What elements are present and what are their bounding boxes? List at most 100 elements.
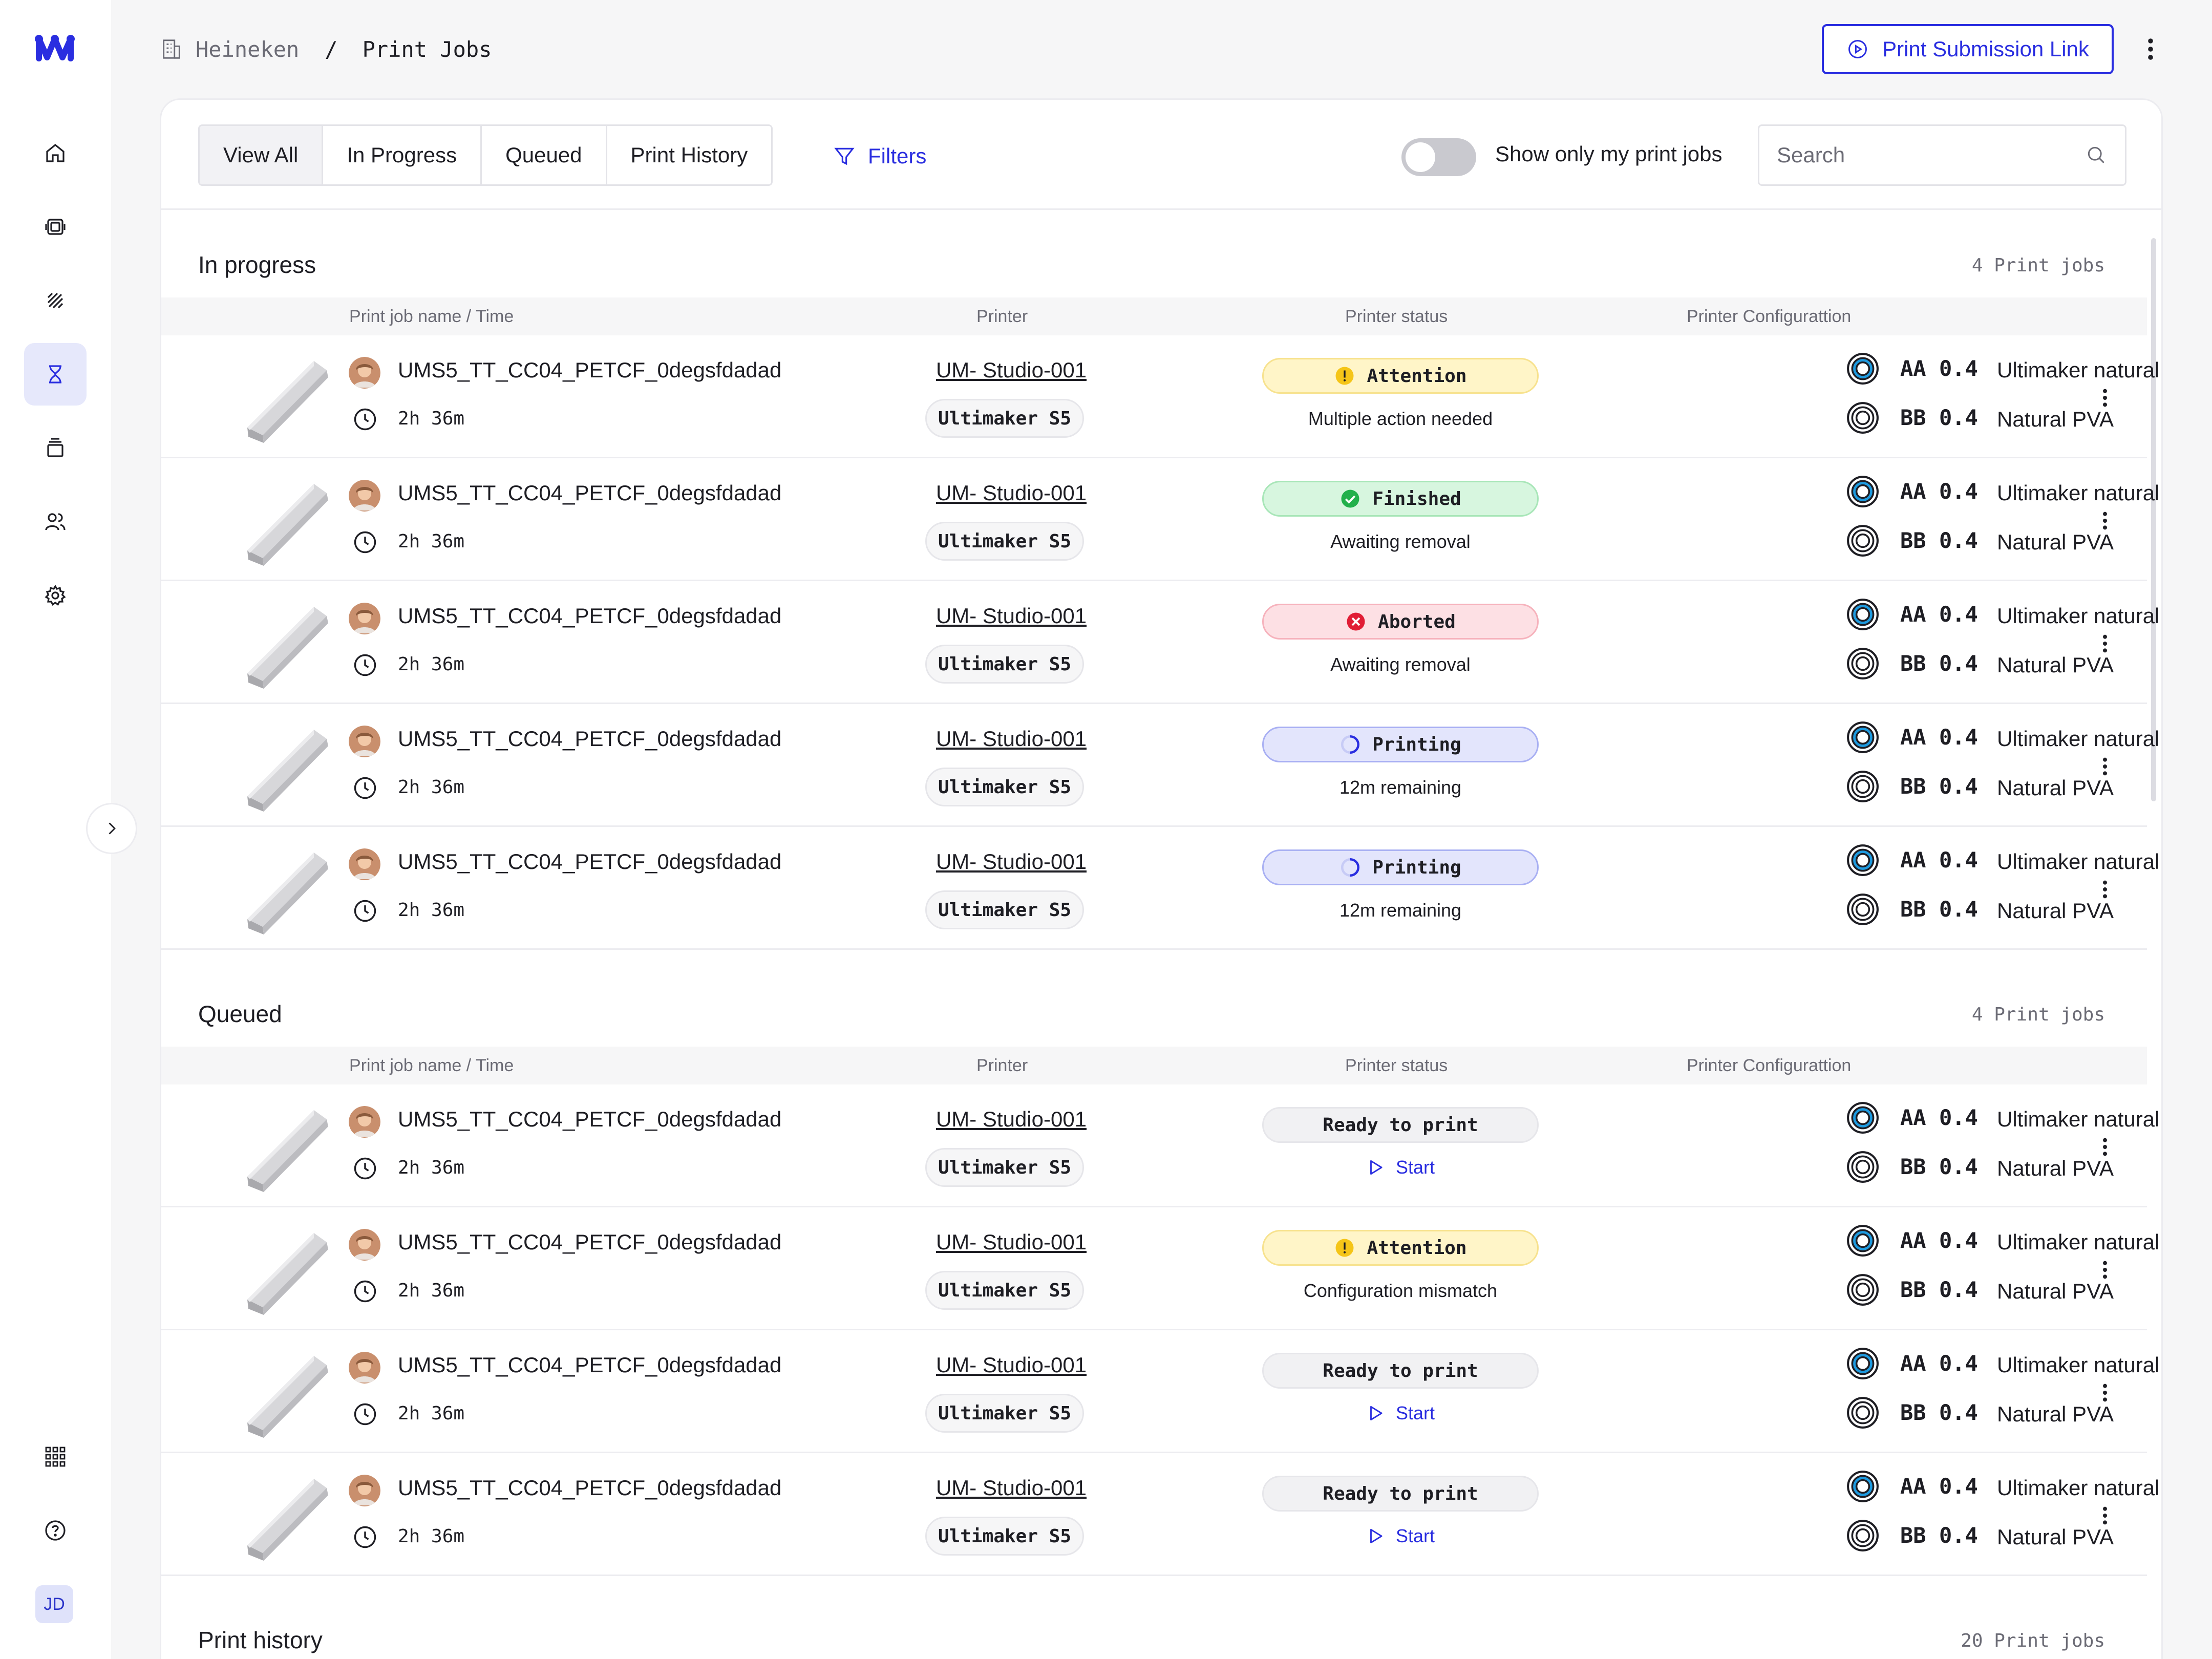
material-name: Natural PVA bbox=[1997, 1402, 2114, 1426]
nozzle-size: 0.4 bbox=[1939, 1351, 1978, 1376]
printer-link[interactable]: UM- Studio-001 bbox=[935, 1353, 1087, 1377]
print-job-row[interactable]: UMS5_TT_CC04_PETCF_0degsfdadad 2h 36m UM- … bbox=[161, 704, 2161, 827]
row-more-button[interactable] bbox=[2095, 507, 2115, 534]
nav-printers[interactable] bbox=[24, 196, 87, 258]
print-job-row[interactable]: UMS5_TT_CC04_PETCF_0degsfdadad 2h 36m UM- … bbox=[161, 1207, 2161, 1330]
user-avatar bbox=[349, 848, 380, 880]
extruder-aa-icon bbox=[1847, 353, 1879, 385]
printer-link[interactable]: UM- Studio-001 bbox=[935, 604, 1087, 628]
printer-link[interactable]: UM- Studio-001 bbox=[935, 358, 1087, 382]
print-job-row[interactable]: UMS5_TT_CC04_PETCF_0degsfdadad 2h 36m UM- … bbox=[161, 1330, 2161, 1453]
nav-settings[interactable] bbox=[24, 564, 87, 627]
row-more-button[interactable] bbox=[2095, 1379, 2115, 1406]
row-more-button[interactable] bbox=[2095, 1257, 2115, 1283]
job-name[interactable]: UMS5_TT_CC04_PETCF_0degsfdadad bbox=[398, 1353, 782, 1377]
job-time: 2h 36m bbox=[398, 1280, 465, 1301]
breadcrumb: Heineken / Print Jobs bbox=[160, 34, 492, 65]
start-button[interactable]: Start bbox=[1262, 1523, 1539, 1549]
print-job-row[interactable]: UMS5_TT_CC04_PETCF_0degsfdadad 2h 36m UM- … bbox=[161, 581, 2161, 704]
extruder-code: BB bbox=[1900, 774, 1926, 799]
printer-link[interactable]: UM- Studio-001 bbox=[935, 849, 1087, 874]
row-more-button[interactable] bbox=[2095, 630, 2115, 657]
start-button[interactable]: Start bbox=[1262, 1400, 1539, 1427]
row-more-button[interactable] bbox=[2095, 385, 2115, 411]
extruder-code: AA bbox=[1900, 725, 1926, 750]
material-name: Ultimaker natural gl... bbox=[1997, 604, 2161, 628]
printer-link[interactable]: UM- Studio-001 bbox=[935, 481, 1087, 505]
user-avatar bbox=[349, 1475, 380, 1506]
print-model-thumbnail bbox=[247, 361, 328, 443]
tab-print-history[interactable]: Print History bbox=[607, 126, 772, 184]
play-icon bbox=[1370, 1160, 1382, 1175]
row-more-button[interactable] bbox=[2095, 753, 2115, 780]
nav-apps[interactable] bbox=[24, 1426, 87, 1488]
nav-help[interactable] bbox=[24, 1499, 87, 1562]
print-job-row[interactable]: UMS5_TT_CC04_PETCF_0degsfdadad 2h 36m UM- … bbox=[161, 335, 2161, 458]
job-name[interactable]: UMS5_TT_CC04_PETCF_0degsfdadad bbox=[398, 849, 782, 874]
printer-link[interactable]: UM- Studio-001 bbox=[935, 1230, 1087, 1254]
chevron-right-icon bbox=[109, 822, 116, 835]
nav-home[interactable] bbox=[24, 122, 87, 184]
extruder-bb-icon bbox=[1847, 1520, 1879, 1551]
status-detail: 12m remaining bbox=[1339, 900, 1462, 921]
my-jobs-toggle[interactable] bbox=[1401, 138, 1476, 176]
job-name[interactable]: UMS5_TT_CC04_PETCF_0degsfdadad bbox=[398, 1476, 782, 1500]
extruder-aa-icon bbox=[1847, 476, 1879, 507]
scrollbar[interactable] bbox=[2151, 238, 2156, 801]
search-input[interactable]: Search bbox=[1758, 124, 2126, 186]
printer-link[interactable]: UM- Studio-001 bbox=[935, 727, 1087, 751]
nav-archive[interactable] bbox=[24, 417, 87, 479]
job-name[interactable]: UMS5_TT_CC04_PETCF_0degsfdadad bbox=[398, 1107, 782, 1131]
status-detail: Awaiting removal bbox=[1330, 531, 1471, 552]
printer-model-badge: Ultimaker S5 bbox=[925, 768, 1084, 806]
extruder-code: BB bbox=[1900, 1277, 1926, 1302]
printer-link[interactable]: UM- Studio-001 bbox=[935, 1476, 1087, 1500]
print-model-thumbnail bbox=[247, 1356, 328, 1438]
printer-link[interactable]: UM- Studio-001 bbox=[935, 1107, 1087, 1131]
material-name: Natural PVA bbox=[1997, 1156, 2114, 1180]
print-job-row[interactable]: UMS5_TT_CC04_PETCF_0degsfdadad 2h 36m UM- … bbox=[161, 1084, 2161, 1207]
nav-print-jobs[interactable] bbox=[24, 343, 87, 406]
nozzle-size: 0.4 bbox=[1939, 651, 1978, 676]
sidebar-expand-button[interactable] bbox=[86, 803, 137, 854]
job-name[interactable]: UMS5_TT_CC04_PETCF_0degsfdadad bbox=[398, 1230, 782, 1254]
job-name[interactable]: UMS5_TT_CC04_PETCF_0degsfdadad bbox=[398, 358, 782, 382]
job-name[interactable]: UMS5_TT_CC04_PETCF_0degsfdadad bbox=[398, 481, 782, 505]
start-label: Start bbox=[1395, 1402, 1435, 1423]
filters-button[interactable]: Filters bbox=[833, 141, 926, 172]
breadcrumb-current: Print Jobs bbox=[362, 36, 492, 62]
row-more-button[interactable] bbox=[2095, 1134, 2115, 1160]
start-button[interactable]: Start bbox=[1262, 1154, 1539, 1181]
progress-spinner-icon bbox=[1341, 735, 1360, 754]
more-vertical-icon bbox=[2103, 1261, 2107, 1279]
row-more-button[interactable] bbox=[2095, 1502, 2115, 1529]
header-more-button[interactable] bbox=[2140, 36, 2161, 62]
print-jobs-card: View All In Progress Queued Print Histor… bbox=[160, 98, 2163, 1659]
archive-icon bbox=[47, 438, 63, 457]
user-avatar[interactable]: JD bbox=[35, 1585, 73, 1623]
job-time: 2h 36m bbox=[398, 1526, 465, 1547]
ultimaker-logo[interactable] bbox=[34, 34, 76, 62]
print-model-thumbnail bbox=[247, 484, 328, 566]
extruder-aa-icon bbox=[1847, 599, 1879, 630]
print-submission-link-button[interactable]: Print Submission Link bbox=[1822, 24, 2114, 74]
nav-users[interactable] bbox=[24, 491, 87, 553]
row-more-button[interactable] bbox=[2095, 876, 2115, 903]
breadcrumb-org[interactable]: Heineken bbox=[196, 36, 300, 62]
tab-in-progress[interactable]: In Progress bbox=[323, 126, 482, 184]
tab-view-all[interactable]: View All bbox=[200, 126, 324, 184]
nav-materials[interactable] bbox=[24, 269, 87, 332]
toolbar: View All In Progress Queued Print Histor… bbox=[161, 100, 2161, 210]
extruder-bb-icon bbox=[1847, 894, 1879, 925]
status-badge: Ready to print bbox=[1262, 1107, 1539, 1143]
my-jobs-toggle-label: Show only my print jobs bbox=[1495, 142, 1722, 166]
job-name[interactable]: UMS5_TT_CC04_PETCF_0degsfdadad bbox=[398, 604, 782, 628]
user-avatar bbox=[349, 1229, 380, 1261]
material-name: Natural PVA bbox=[1997, 530, 2114, 554]
print-job-row[interactable]: UMS5_TT_CC04_PETCF_0degsfdadad 2h 36m UM- … bbox=[161, 458, 2161, 581]
tab-queued[interactable]: Queued bbox=[482, 126, 607, 184]
print-job-row[interactable]: UMS5_TT_CC04_PETCF_0degsfdadad 2h 36m UM- … bbox=[161, 1453, 2161, 1576]
job-name[interactable]: UMS5_TT_CC04_PETCF_0degsfdadad bbox=[398, 727, 782, 751]
print-job-row[interactable]: UMS5_TT_CC04_PETCF_0degsfdadad 2h 36m UM- … bbox=[161, 827, 2161, 950]
material-name: Ultimaker natural gl... bbox=[1997, 849, 2161, 874]
